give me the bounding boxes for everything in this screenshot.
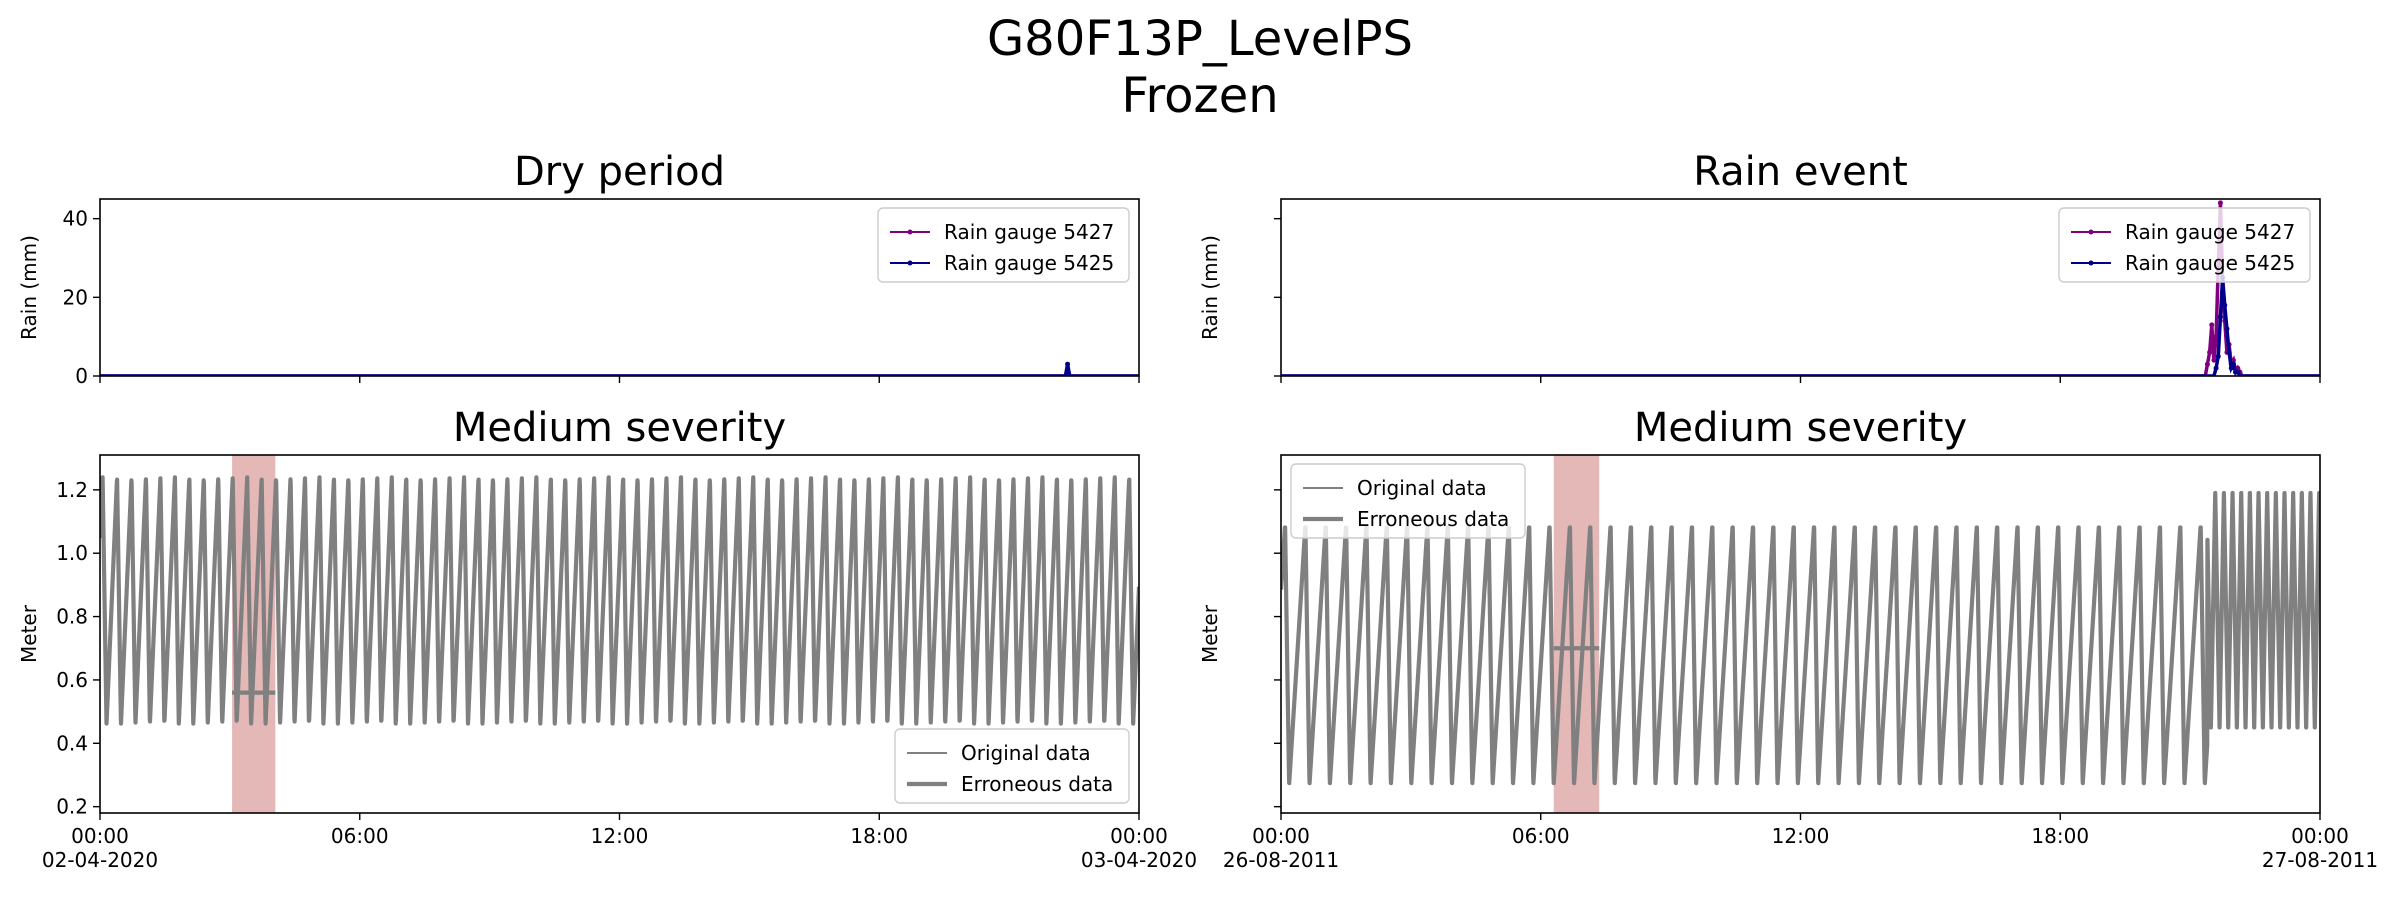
x-tick-label: 03-04-2020 (1081, 848, 1197, 872)
x-tick-label: 18:00 (2031, 824, 2089, 848)
x-tick-label: 00:00 (2291, 824, 2349, 848)
x-tick-label: 02-04-2020 (42, 848, 158, 872)
legend: Rain gauge 5427 Rain gauge 5425 (877, 207, 1130, 283)
data-point (2204, 361, 2210, 367)
plot-area (1281, 455, 2320, 813)
legend-box (877, 207, 1130, 283)
x-tick-label: 00:00 (71, 824, 129, 848)
legend-label: Rain gauge 5425 (2125, 251, 2295, 275)
data-point (2211, 357, 2217, 363)
legend-label: Original data (961, 741, 1091, 765)
x-tick-label: 00:00 (1252, 824, 1310, 848)
legend: Original data Erroneous data (894, 728, 1130, 804)
x-tick-label: 12:00 (591, 824, 649, 848)
panel-title: Medium severity (1634, 405, 1967, 451)
figure-subtitle: Frozen (1121, 68, 1278, 124)
x-tick-label: 27-08-2011 (2262, 848, 2378, 872)
panel-dry-period-level: Medium severity 0.2 0.4 0.6 0.8 1.0 1.2 Meter 00… (17, 405, 1197, 872)
x-tick-label: 26-08-2011 (1223, 848, 1339, 872)
legend-box (1290, 463, 1526, 539)
panel-rain-event-level: Medium severityMeter00:0026-08-201106:00… (1198, 405, 2378, 872)
series-original-data (100, 475, 1139, 726)
y-tick-label: 0.8 (56, 605, 88, 629)
panel-title: Dry period (514, 149, 725, 195)
data-point (2217, 200, 2223, 206)
y-tick-label: 1.0 (56, 541, 88, 565)
data-point (2228, 365, 2234, 371)
legend-label: Original data (1357, 476, 1487, 500)
y-tick-label: 0.4 (56, 731, 88, 755)
series-rain-gauge-5425 (1281, 277, 2320, 376)
data-point (2213, 334, 2219, 340)
legend-marker (2088, 260, 2094, 266)
data-point (2222, 302, 2228, 308)
y-axis-label: Rain (mm) (1198, 235, 1222, 340)
y-axis-label: Meter (17, 604, 41, 663)
x-tick-label: 06:00 (1512, 824, 1570, 848)
series-original-data (1281, 490, 2320, 786)
axes-frame (99, 454, 1140, 814)
axes-frame (1280, 198, 2321, 377)
legend-label: Erroneous data (1357, 507, 1509, 531)
panel-title: Rain event (1693, 149, 1908, 195)
plot-area (100, 361, 1139, 376)
figure-title: G80F13P_LevelPS (987, 11, 1413, 67)
data-point (2224, 326, 2230, 332)
x-tick-label: 00:00 (1110, 824, 1168, 848)
y-axis-label: Meter (1198, 604, 1222, 663)
y-tick-label: 0.6 (56, 668, 88, 692)
legend-marker (907, 229, 913, 235)
y-tick-label: 40 (63, 207, 88, 231)
y-tick-label: 0 (75, 364, 88, 388)
data-point (2209, 322, 2215, 328)
legend: Rain gauge 5427 Rain gauge 5425 (2058, 207, 2311, 283)
data-point (2207, 349, 2213, 355)
y-tick-label: 1.2 (56, 478, 88, 502)
y-tick-label: 20 (63, 285, 88, 309)
legend: Original data Erroneous data (1290, 463, 1526, 539)
x-tick-label: 06:00 (331, 824, 389, 848)
data-point (2217, 314, 2223, 320)
legend-label: Rain gauge 5427 (944, 220, 1114, 244)
axes-frame (1280, 454, 2321, 814)
legend-box (894, 728, 1130, 804)
legend-label: Erroneous data (961, 772, 1113, 796)
series-rain-gauge-5425 (100, 363, 1139, 376)
data-point (2230, 361, 2236, 367)
legend-label: Rain gauge 5425 (944, 251, 1114, 275)
legend-marker (907, 260, 913, 266)
plot-area (100, 455, 1139, 813)
data-point (1065, 361, 1071, 367)
legend-marker (2088, 229, 2094, 235)
data-point (2215, 353, 2221, 359)
data-point (2235, 369, 2241, 375)
data-point (2230, 357, 2236, 363)
x-tick-label: 18:00 (850, 824, 908, 848)
legend-label: Rain gauge 5427 (2125, 220, 2295, 244)
data-point (2226, 349, 2232, 355)
x-tick-label: 12:00 (1772, 824, 1830, 848)
data-point (2213, 365, 2219, 371)
y-tick-label: 0.2 (56, 795, 88, 819)
panel-title: Medium severity (453, 405, 786, 451)
axes-frame (99, 198, 1140, 377)
legend-box (2058, 207, 2311, 283)
y-axis-label: Rain (mm) (17, 235, 41, 340)
